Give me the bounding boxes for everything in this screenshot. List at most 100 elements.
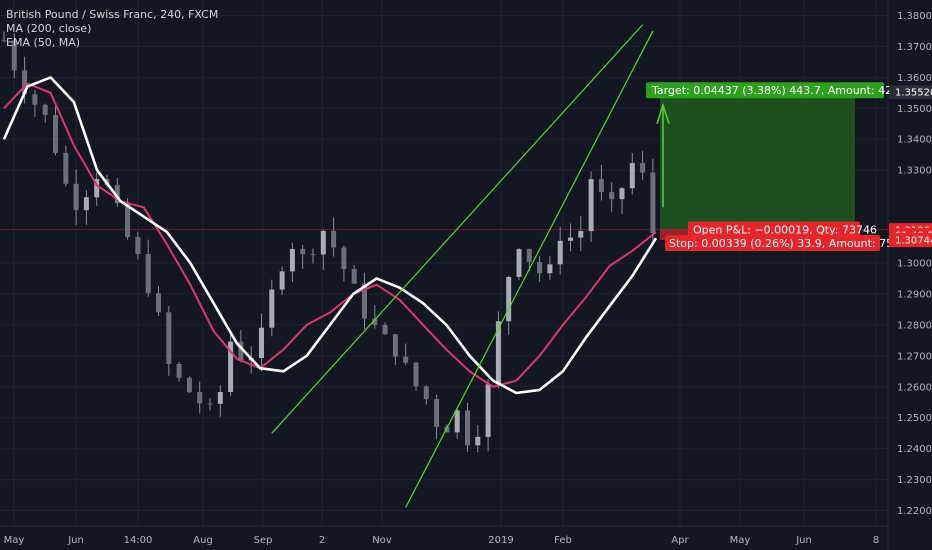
x-tick-label: May xyxy=(4,535,25,546)
pnl-label: Open P&L: −0.00019, Qty: 73746 xyxy=(693,223,877,236)
candle-body xyxy=(465,410,470,446)
candle-body xyxy=(83,197,89,211)
candle-body xyxy=(403,356,409,363)
candle-body xyxy=(197,392,203,404)
ma-200-line xyxy=(2,76,658,395)
target-label-box xyxy=(646,82,884,99)
candle-body xyxy=(434,399,440,427)
x-tick-label: 8 xyxy=(873,535,879,546)
x-tick-label: Apr xyxy=(671,535,689,546)
candle-body xyxy=(506,276,512,322)
candle-body xyxy=(228,341,234,392)
price-marker-label: 1.35520 xyxy=(895,88,932,99)
candle-body xyxy=(475,436,481,446)
y-tick-label: 1.22000 xyxy=(897,506,932,517)
candle-body xyxy=(351,269,357,284)
y-tick-label: 1.29000 xyxy=(897,289,932,300)
candle-body xyxy=(300,249,306,255)
candle-body xyxy=(176,363,182,378)
candle-body xyxy=(259,327,264,359)
y-tick-label: 1.28000 xyxy=(897,320,932,331)
candle-body xyxy=(547,264,553,274)
lower-trendline xyxy=(405,30,654,508)
candle-body xyxy=(423,386,429,400)
candle-body xyxy=(629,163,635,189)
candle-body xyxy=(495,321,501,385)
candle-body xyxy=(320,230,326,255)
candle-body xyxy=(114,184,120,204)
stop-label-box xyxy=(665,234,880,251)
candle-body xyxy=(156,293,161,313)
candle-body xyxy=(609,192,615,200)
candle-body xyxy=(73,183,79,211)
candle-body xyxy=(1,40,7,42)
y-tick-label: 1.25000 xyxy=(897,413,932,424)
y-tick-label: 1.37000 xyxy=(897,42,932,53)
candle-body xyxy=(207,403,213,405)
candle-body xyxy=(382,325,388,335)
candle-body xyxy=(640,163,646,173)
candle-body xyxy=(310,254,316,256)
candle-body xyxy=(135,237,141,255)
candle-body xyxy=(269,289,275,328)
candle-body xyxy=(341,247,347,270)
y-tick-label: 1.26000 xyxy=(897,382,932,393)
candle-body xyxy=(125,203,131,238)
candle-body xyxy=(11,40,17,71)
ema-50-line xyxy=(3,82,657,388)
x-tick-label: 14:00 xyxy=(124,535,153,546)
y-tick-label: 1.35000 xyxy=(897,104,932,115)
x-tick-label: Aug xyxy=(193,535,213,546)
candle-body xyxy=(516,249,522,277)
candle-body xyxy=(485,384,491,437)
symbol-title[interactable]: British Pound / Swiss Franc, 240, FXCM xyxy=(6,8,219,21)
candle-body xyxy=(279,271,285,290)
y-tick-label: 1.38000 xyxy=(897,11,932,22)
candle-body xyxy=(557,240,563,265)
candle-body xyxy=(578,231,584,238)
candle-body xyxy=(454,410,460,433)
y-tick-label: 1.27000 xyxy=(897,351,932,362)
x-tick-label: Sep xyxy=(254,535,273,546)
candle-body xyxy=(166,312,172,364)
candle-body xyxy=(568,237,573,241)
chart-legend: British Pound / Swiss Franc, 240, FXCM M… xyxy=(6,8,218,50)
candle-body xyxy=(63,152,69,184)
candle-body xyxy=(619,188,625,200)
stop-label: Stop: 0.00339 (0.26%) 33.9, Amount: 750 xyxy=(669,237,900,250)
pnl-label-box xyxy=(688,221,860,238)
y-tick-label: 1.36000 xyxy=(897,73,932,84)
candle-body xyxy=(32,94,38,105)
ma-indicator-label[interactable]: MA (200, close) xyxy=(6,22,92,35)
candle-body xyxy=(145,254,151,294)
x-tick-label: Jun xyxy=(795,535,812,546)
candle-body xyxy=(537,261,543,274)
y-tick-label: 1.24000 xyxy=(897,444,932,455)
x-tick-label: Nov xyxy=(372,535,392,546)
y-tick-label: 1.23000 xyxy=(897,475,932,486)
candle-body xyxy=(372,318,378,326)
ema-indicator-label[interactable]: EMA (50, MA) xyxy=(6,36,81,49)
x-tick-label: 2019 xyxy=(488,535,513,546)
projection-arrow-head xyxy=(656,102,670,124)
y-tick-label: 1.30000 xyxy=(897,259,932,270)
x-tick-label: Feb xyxy=(554,535,572,546)
x-tick-label: Jun xyxy=(67,535,84,546)
target-zone xyxy=(660,92,855,230)
candle-body xyxy=(53,114,58,153)
price-marker-box xyxy=(889,85,932,100)
candle-body xyxy=(588,179,594,232)
candle-body xyxy=(217,391,223,404)
candle-body xyxy=(42,104,48,115)
candle-body xyxy=(331,230,337,248)
candle-body xyxy=(598,179,604,193)
y-tick-label: 1.33000 xyxy=(897,166,932,177)
candle-body xyxy=(289,249,295,272)
candle-body xyxy=(444,426,450,433)
target-label: Target: 0.04437 (3.38%) 443.7, Amount: 4… xyxy=(651,84,917,97)
candle-body xyxy=(362,283,367,319)
price-marker-box xyxy=(889,233,932,248)
candle-body xyxy=(650,172,656,234)
